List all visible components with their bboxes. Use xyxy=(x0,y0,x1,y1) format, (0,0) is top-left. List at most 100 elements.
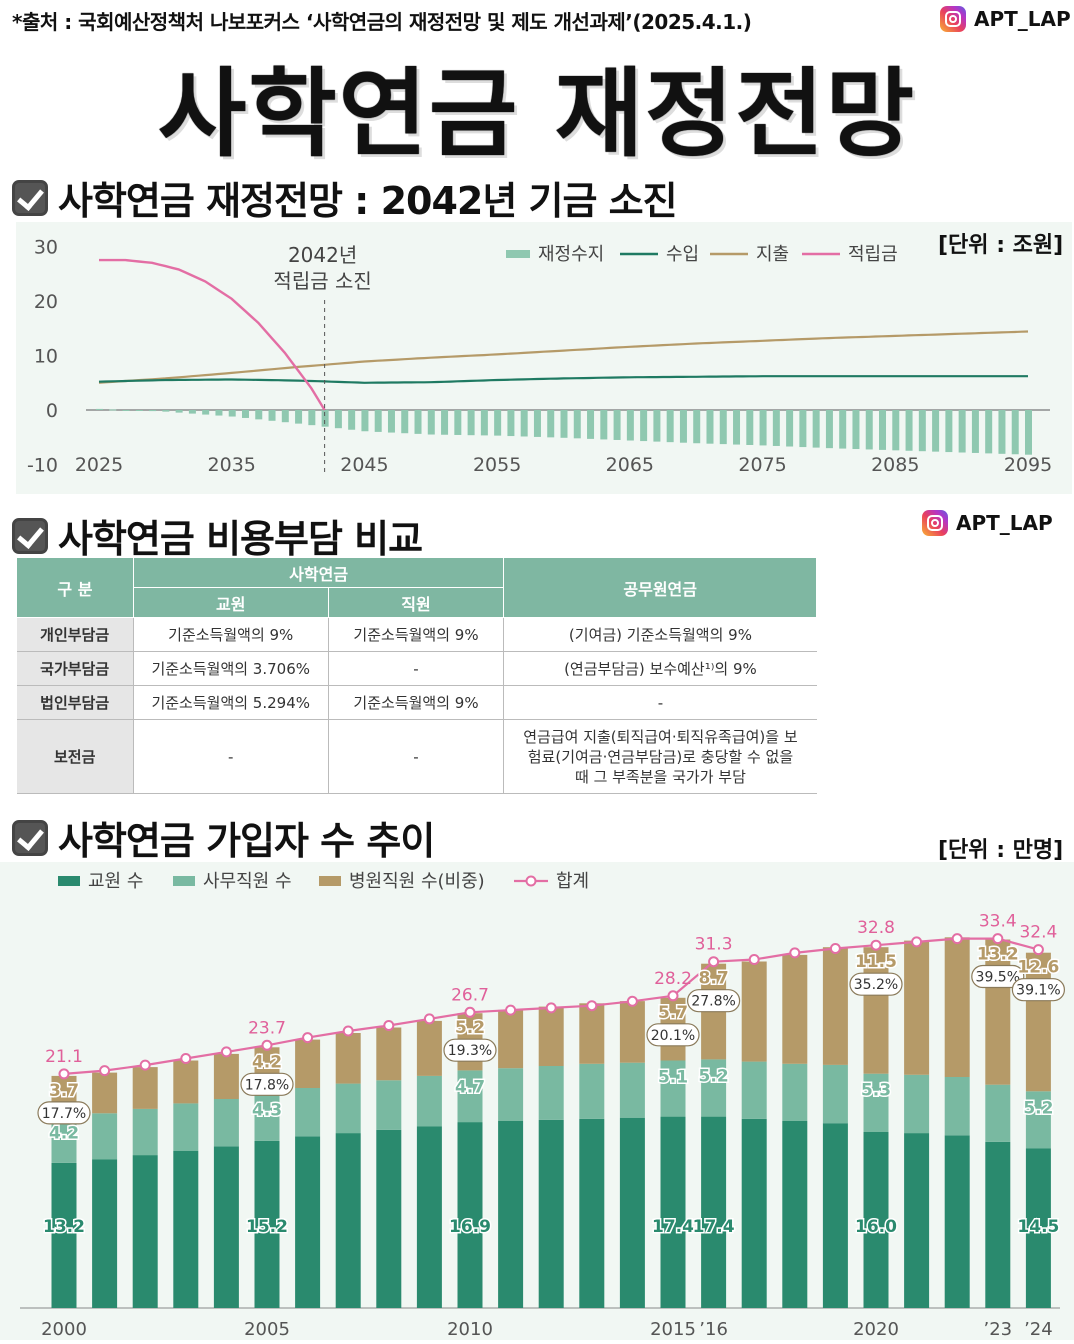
bar-office-staff xyxy=(822,1064,848,1124)
y-tick-label: 10 xyxy=(34,346,58,368)
bar-hospital-staff xyxy=(538,1006,564,1066)
table-row: 개인부담금 기준소득월액의 9% 기준소득월액의 9% (기여금) 기준소득월액… xyxy=(16,617,817,652)
legend-label: 적립금 xyxy=(848,244,898,265)
table-row: 보전금 - - 연금급여 지출(퇴직급여·퇴직유족급여)을 보험료(기여금·연금… xyxy=(16,719,817,794)
legend-swatch-balance xyxy=(506,250,530,258)
teacher-value-label: 16.9 xyxy=(449,1217,491,1237)
balance-bar xyxy=(759,410,767,446)
x-tick-label: 2075 xyxy=(738,454,786,476)
staff-value-label: 5.2 xyxy=(699,1066,729,1086)
total-point xyxy=(139,1059,151,1071)
members-trend-chart: 2000 2005 2010 2015’16 2020 ’23 ’24 13.2 4.2 3.7 2… xyxy=(20,871,1066,1340)
hospital-value-label: 11.5 xyxy=(855,952,897,972)
expenditure-line xyxy=(98,330,1029,384)
balance-bar xyxy=(308,410,316,426)
total-point xyxy=(261,1039,273,1051)
total-point xyxy=(667,990,679,1002)
cell-public: (연금부담금) 보수예산¹⁾의 9% xyxy=(503,651,817,686)
y-tick-label: 20 xyxy=(34,291,58,313)
teacher-value-label: 17.4 xyxy=(652,1217,694,1237)
balance-bar xyxy=(985,410,993,454)
x-tick-label: 2095 xyxy=(1004,454,1052,476)
bar-office-staff xyxy=(457,1070,483,1123)
bar-hospital-staff xyxy=(782,954,808,1064)
bar-office-staff xyxy=(741,1061,767,1119)
balance-bar xyxy=(560,410,568,438)
x-tick-label: ’16 xyxy=(699,1319,728,1340)
bar-office-staff xyxy=(944,1077,970,1136)
x-tick-label: 2025 xyxy=(75,454,123,476)
annotation-label: 적립금 소진 xyxy=(273,269,371,293)
bar-teachers xyxy=(944,1135,970,1308)
hospital-value-label: 8.7 xyxy=(699,969,729,989)
cell-staff: 기준소득월액의 9% xyxy=(328,617,505,652)
members-chart-panel: 2000 2005 2010 2015’16 2020 ’23 ’24 13.2 4.2 3.7 2… xyxy=(0,862,1074,1340)
header-teacher: 교원 xyxy=(132,587,329,618)
handle-text: APT_LAP xyxy=(956,511,1053,535)
bar-teachers xyxy=(701,1116,727,1308)
total-point xyxy=(870,939,882,951)
y-tick-label: -10 xyxy=(27,455,58,477)
bar-teachers xyxy=(213,1146,239,1308)
bar-teachers xyxy=(92,1159,118,1308)
header-private-pension: 사학연금 xyxy=(132,557,505,588)
hospital-value-label: 5.7 xyxy=(658,1003,688,1023)
legend-label: 합계 xyxy=(556,871,589,892)
bar-teachers xyxy=(538,1119,564,1308)
balance-bar xyxy=(772,410,780,446)
balance-bar xyxy=(733,410,741,445)
instagram-icon xyxy=(922,510,948,536)
bar-hospital-staff xyxy=(335,1033,361,1084)
total-point xyxy=(423,1013,435,1025)
total-value-label: 28.2 xyxy=(654,969,692,989)
balance-bar xyxy=(188,410,196,414)
balance-bar xyxy=(786,410,794,447)
total-point xyxy=(342,1025,354,1037)
balance-bar xyxy=(427,410,435,435)
x-tick-label: 2005 xyxy=(244,1319,290,1340)
row-label: 보전금 xyxy=(16,719,134,794)
balance-bar xyxy=(175,410,183,413)
total-point xyxy=(464,1006,476,1018)
hospital-value-label: 13.2 xyxy=(977,945,1019,965)
balance-bar xyxy=(162,410,170,412)
balance-bar xyxy=(852,410,860,450)
cell-public: - xyxy=(503,685,817,720)
balance-bar xyxy=(587,410,595,439)
balance-bar xyxy=(374,410,382,432)
share-label: 17.7% xyxy=(42,1106,86,1122)
bar-office-staff xyxy=(619,1062,645,1118)
bar-office-staff xyxy=(213,1099,239,1147)
page-title: 사학연금 재정전망 xyxy=(158,58,916,170)
header-public-pension: 공무원연금 xyxy=(503,557,817,618)
instagram-handle-mid: APT_LAP xyxy=(922,510,1053,536)
cell-staff: 기준소득월액의 9% xyxy=(328,685,505,720)
total-point xyxy=(302,1032,314,1044)
section3-title: 사학연금 가입자 수 추이 xyxy=(58,819,435,863)
share-badge xyxy=(849,972,903,996)
total-point xyxy=(708,956,720,968)
bar-hospital-staff xyxy=(213,1053,239,1099)
balance-bar xyxy=(812,410,820,448)
section1-title: 사학연금 재정전망 : 2042년 기금 소진 xyxy=(58,179,678,223)
total-point xyxy=(180,1053,192,1064)
bar-teachers xyxy=(416,1126,442,1308)
share-label: 20.1% xyxy=(651,1028,695,1044)
row-label: 법인부담금 xyxy=(16,685,134,720)
table-row: 국가부담금 기준소득월액의 3.706% - (연금부담금) 보수예산¹⁾의 9… xyxy=(16,651,817,686)
balance-bar xyxy=(268,410,276,421)
section2-heading: 사학연금 비용부담 비교 xyxy=(12,508,423,563)
bar-office-staff xyxy=(538,1066,564,1120)
total-value-label: 23.7 xyxy=(248,1018,286,1038)
total-value-label: 33.4 xyxy=(979,912,1017,932)
balance-bar xyxy=(122,410,130,411)
share-label: 27.8% xyxy=(691,994,735,1010)
staff-value-label: 5.1 xyxy=(658,1068,688,1088)
total-point xyxy=(99,1065,111,1077)
burden-comparison-table: 구 분 사학연금 공무원연금 교원 직원 개인부담금 기준소득월액의 9% 기준… xyxy=(16,557,817,794)
bar-hospital-staff xyxy=(579,1003,605,1064)
balance-bar xyxy=(600,410,608,440)
instagram-icon xyxy=(940,6,966,32)
total-point xyxy=(789,947,801,959)
bar-hospital-staff xyxy=(1025,952,1051,1092)
